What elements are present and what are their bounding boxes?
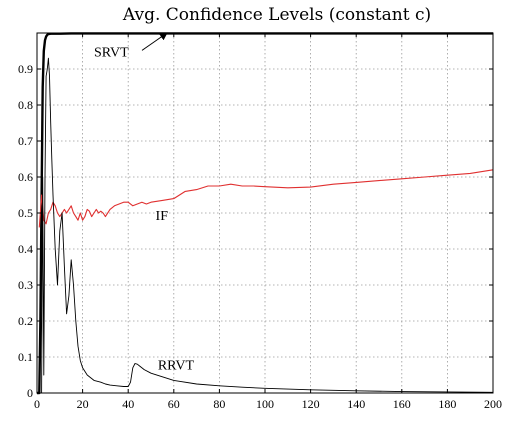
annotation-srvt: SRVT [94,45,129,60]
annotation-arrow-srvt [141,32,168,51]
x-tick-label: 200 [484,397,502,411]
x-tick-label: 60 [168,397,180,411]
annotation-rrvt: RRVT [158,359,195,374]
series-line-if [38,169,494,228]
series-line-rrvt [37,57,494,394]
x-tick-label: 80 [213,397,225,411]
annotation-if: IF [156,209,169,224]
y-tick-label: 0 [27,386,33,400]
y-tick-label: 0.1 [18,350,33,364]
x-tick-label: 160 [393,397,411,411]
y-tick-label: 0.2 [18,314,33,328]
x-tick-label: 180 [438,397,456,411]
y-tick-label: 0.9 [18,62,33,76]
chart-title: Avg. Confidence Levels (constant c) [122,5,431,25]
x-tick-label: 0 [34,397,40,411]
y-tick-label: 0.3 [18,278,33,292]
y-tick-label: 0.4 [18,242,33,256]
x-tick-label: 140 [347,397,365,411]
x-tick-label: 120 [302,397,320,411]
x-tick-label: 20 [77,397,89,411]
annotations: SRVT IF RRVT [94,32,195,374]
x-tick-label: 40 [122,397,134,411]
y-tick-label: 0.6 [18,170,33,184]
y-tick-label: 0.7 [18,134,33,148]
grid [37,33,493,393]
x-tick-label: 100 [256,397,274,411]
y-tick-label: 0.8 [18,98,33,112]
y-tick-label: 0.5 [18,206,33,220]
axes-ticks: 0 20 40 60 80 100 120 140 160 180 200 0 0.1 0.2 0.3 0.4… [18,33,502,411]
